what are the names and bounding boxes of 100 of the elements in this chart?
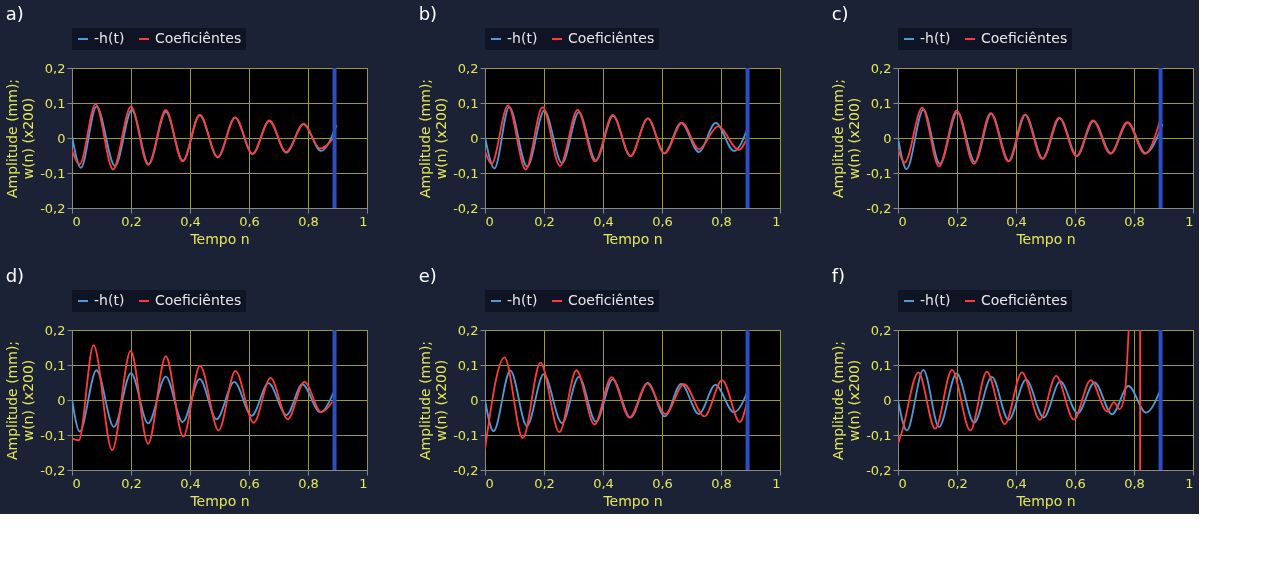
y-tick-label: 0,2	[457, 60, 479, 76]
x-tick-label: 0	[485, 475, 494, 491]
y-tick-label: 0,1	[870, 357, 892, 373]
y-axis-title: Amplitude (mm); w(n) (x200)	[4, 340, 37, 461]
y-axis-title: Amplitude (mm); w(n) (x200)	[4, 78, 37, 199]
line-series	[72, 369, 336, 433]
y-tick-label: -0,1	[453, 427, 479, 443]
x-tick-label: 0,2	[121, 475, 142, 491]
x-tick-label: 0,6	[239, 475, 260, 491]
y-tick-label: 0	[57, 392, 66, 408]
y-tick-label: -0,1	[40, 427, 66, 443]
y-axis-title: Amplitude (mm); w(n) (x200)	[417, 78, 450, 199]
x-tick-label: 0,6	[1065, 213, 1086, 229]
x-tick-label: 0,2	[534, 213, 555, 229]
y-tick-label: 0,2	[44, 322, 66, 338]
legend-label: -h(t)	[94, 30, 125, 46]
x-axis-title: Tempo n	[1015, 230, 1076, 247]
legend-label: -h(t)	[94, 292, 125, 308]
x-axis-title: Tempo n	[602, 230, 663, 247]
legend-label: -h(t)	[920, 292, 951, 308]
y-tick-label: 0	[470, 130, 479, 146]
line-series	[72, 344, 334, 451]
y-tick-label: 0,1	[457, 357, 479, 373]
x-tick-label: 0,8	[711, 213, 732, 229]
y-tick-label: 0	[57, 130, 66, 146]
x-tick-label: 0,8	[298, 213, 319, 229]
y-tick-label: -0,2	[453, 200, 479, 216]
chart-title: c)	[831, 3, 849, 24]
y-tick-label: -0,1	[866, 427, 892, 443]
x-tick-label: 0	[72, 213, 81, 229]
x-tick-label: 0,8	[711, 475, 732, 491]
x-tick-label: 0,2	[121, 213, 142, 229]
legend-label: Coeficiêntes	[981, 30, 1068, 46]
x-tick-label: 0	[485, 213, 494, 229]
y-tick-label: 0,2	[457, 322, 479, 338]
x-tick-label: 0,6	[1065, 475, 1086, 491]
chart-title: a)	[5, 3, 24, 24]
chart-title: e)	[418, 265, 437, 286]
y-tick-label: 0,1	[44, 357, 66, 373]
x-tick-label: 1	[772, 213, 781, 229]
y-tick-label: 0,2	[44, 60, 66, 76]
x-tick-label: 0	[72, 475, 81, 491]
x-tick-label: 0	[898, 475, 907, 491]
line-series	[898, 330, 1130, 445]
x-axis-title: Tempo n	[1015, 492, 1076, 509]
line-series	[898, 369, 1162, 432]
x-tick-label: 0,4	[180, 213, 201, 229]
y-tick-label: -0,2	[40, 200, 66, 216]
legend-label: Coeficiêntes	[981, 292, 1068, 308]
chart-title: b)	[418, 3, 438, 24]
x-tick-label: 0,4	[180, 475, 201, 491]
chart-title: d)	[5, 265, 25, 286]
y-tick-label: 0,1	[44, 95, 66, 111]
x-tick-label: 0,6	[239, 213, 260, 229]
legend-label: -h(t)	[507, 30, 538, 46]
x-axis-title: Tempo n	[602, 492, 663, 509]
y-tick-label: -0,1	[866, 165, 892, 181]
x-tick-label: 0,4	[1006, 213, 1027, 229]
y-tick-label: 0	[883, 130, 892, 146]
legend-label: -h(t)	[920, 30, 951, 46]
x-tick-label: 0,8	[298, 475, 319, 491]
legend-label: Coeficiêntes	[568, 30, 655, 46]
y-tick-label: -0,2	[866, 462, 892, 478]
y-tick-label: 0,1	[870, 95, 892, 111]
y-tick-label: -0,1	[40, 165, 66, 181]
x-tick-label: 1	[772, 475, 781, 491]
x-tick-label: 1	[1185, 475, 1194, 491]
x-tick-label: 0	[898, 213, 907, 229]
x-tick-label: 0,2	[947, 475, 968, 491]
y-tick-label: 0,2	[870, 322, 892, 338]
y-tick-label: -0,2	[453, 462, 479, 478]
y-tick-label: -0,2	[40, 462, 66, 478]
y-tick-label: 0,2	[870, 60, 892, 76]
y-axis-title: Amplitude (mm); w(n) (x200)	[830, 78, 863, 199]
legend-label: Coeficiêntes	[155, 30, 242, 46]
y-tick-label: 0	[470, 392, 479, 408]
line-series	[485, 356, 748, 450]
x-axis-title: Tempo n	[189, 492, 250, 509]
legend-label: -h(t)	[507, 292, 538, 308]
legend-label: Coeficiêntes	[155, 292, 242, 308]
y-tick-label: -0,2	[866, 200, 892, 216]
x-tick-label: 0,2	[947, 213, 968, 229]
y-axis-title: Amplitude (mm); w(n) (x200)	[830, 340, 863, 461]
x-tick-label: 1	[359, 213, 368, 229]
x-tick-label: 1	[359, 475, 368, 491]
x-tick-label: 0,6	[652, 213, 673, 229]
x-tick-label: 1	[1185, 213, 1194, 229]
x-tick-label: 0,8	[1124, 475, 1145, 491]
chart-title: f)	[831, 265, 845, 286]
x-tick-label: 0,8	[1124, 213, 1145, 229]
y-tick-label: -0,1	[453, 165, 479, 181]
x-tick-label: 0,4	[593, 475, 614, 491]
y-tick-label: 0	[883, 392, 892, 408]
y-axis-title: Amplitude (mm); w(n) (x200)	[417, 340, 450, 461]
x-tick-label: 0,6	[652, 475, 673, 491]
legend-label: Coeficiêntes	[568, 292, 655, 308]
x-tick-label: 0,4	[1006, 475, 1027, 491]
x-tick-label: 0,4	[593, 213, 614, 229]
y-tick-label: 0,1	[457, 95, 479, 111]
x-axis-title: Tempo n	[189, 230, 250, 247]
